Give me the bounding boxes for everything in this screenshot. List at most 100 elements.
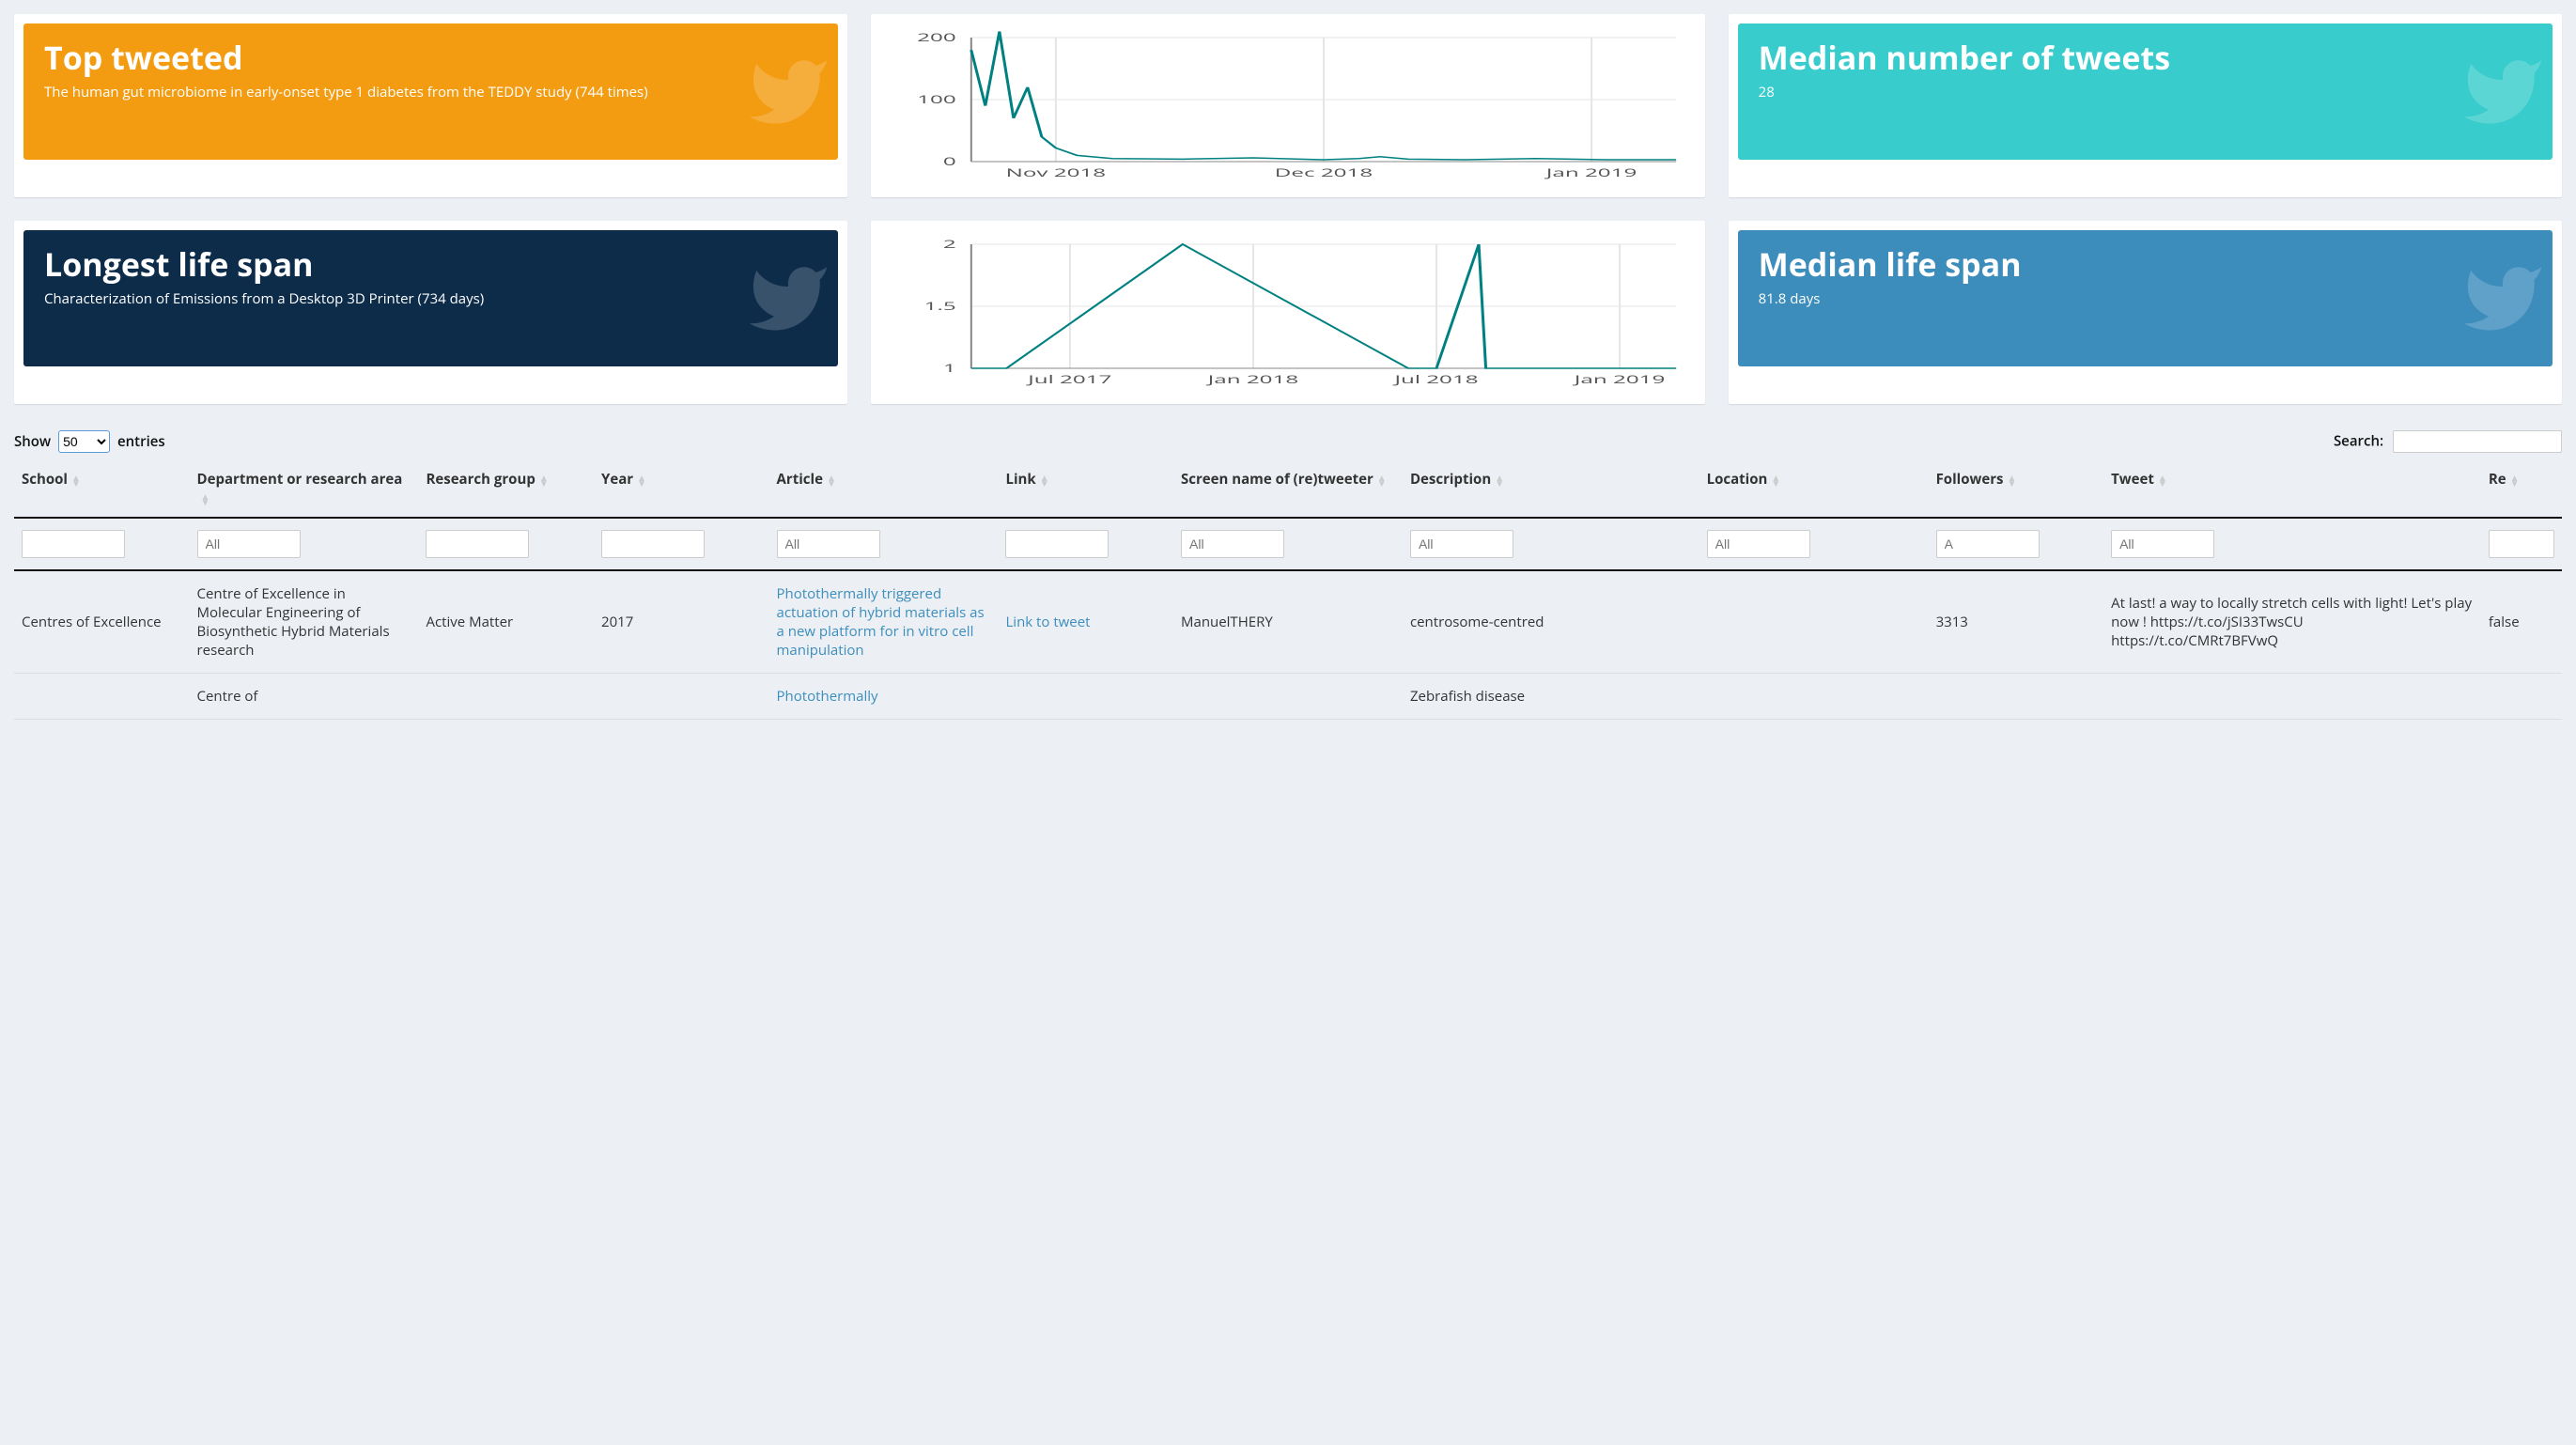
column-header-link[interactable]: Link ▲▼ xyxy=(998,460,1173,518)
twitter-icon xyxy=(2460,256,2545,341)
column-label: Link xyxy=(1005,470,1035,489)
filter-input-desc[interactable] xyxy=(1410,530,1513,558)
column-label: Tweet xyxy=(2111,470,2154,489)
card-longest-lifespan: Longest life span Characterization of Em… xyxy=(14,221,847,404)
svg-text:Jan 2018: Jan 2018 xyxy=(1206,371,1299,386)
chart-lifespan-timeline: 11.52Jul 2017Jan 2018Jul 2018Jan 2019 xyxy=(880,235,1695,395)
svg-text:Nov 2018: Nov 2018 xyxy=(1006,164,1106,179)
svg-text:200: 200 xyxy=(917,29,956,44)
info-box-top-tweeted: Top tweeted The human gut microbiome in … xyxy=(23,23,838,160)
chart-tweets-timeline: 0100200Nov 2018Dec 2018Jan 2019 xyxy=(880,28,1695,188)
filter-input-tweet[interactable] xyxy=(2111,530,2214,558)
column-label: Year xyxy=(601,470,633,489)
svg-text:100: 100 xyxy=(917,91,956,106)
sort-icon: ▲▼ xyxy=(1377,474,1387,486)
search-label: Search: xyxy=(2334,432,2383,451)
cell-screen xyxy=(1173,674,1403,720)
info-box-median-tweets: Median number of tweets 28 xyxy=(1738,23,2553,160)
filter-input-followers[interactable] xyxy=(1936,530,2040,558)
median-lifespan-value: 81.8 days xyxy=(1759,289,2532,309)
column-header-screen[interactable]: Screen name of (re)tweeter ▲▼ xyxy=(1173,460,1403,518)
search-input[interactable] xyxy=(2393,430,2562,453)
cell-year xyxy=(594,674,769,720)
table-row: Centres of ExcellenceCentre of Excellenc… xyxy=(14,570,2562,674)
table-filter-row xyxy=(14,518,2562,570)
filter-input-year[interactable] xyxy=(601,530,705,558)
sort-icon: ▲▼ xyxy=(1040,474,1049,486)
column-header-article[interactable]: Article ▲▼ xyxy=(769,460,999,518)
sort-icon: ▲▼ xyxy=(539,474,549,486)
column-label: School xyxy=(22,470,68,489)
sort-icon: ▲▼ xyxy=(2008,474,2017,486)
column-label: Research group xyxy=(426,470,535,489)
svg-text:1: 1 xyxy=(943,360,956,375)
filter-input-group[interactable] xyxy=(426,530,529,558)
info-box-longest-lifespan: Longest life span Characterization of Em… xyxy=(23,230,838,366)
show-label-after: entries xyxy=(117,432,165,451)
cell-followers xyxy=(1929,674,2104,720)
median-tweets-value: 28 xyxy=(1759,83,2532,102)
card-chart-lifespan: 11.52Jul 2017Jan 2018Jul 2018Jan 2019 xyxy=(871,221,1704,404)
column-label: Screen name of (re)tweeter xyxy=(1181,470,1373,489)
entries-select[interactable]: 50 xyxy=(58,430,110,453)
top-tweeted-title: Top tweeted xyxy=(44,40,817,75)
column-label: Re xyxy=(2489,470,2506,489)
card-median-tweets: Median number of tweets 28 xyxy=(1729,14,2562,197)
filter-input-re[interactable] xyxy=(2489,530,2554,558)
info-box-median-lifespan: Median life span 81.8 days xyxy=(1738,230,2553,366)
column-label: Department or research area xyxy=(197,470,403,489)
link-link[interactable]: Link to tweet xyxy=(1005,613,1090,631)
sort-icon: ▲▼ xyxy=(827,474,836,486)
column-header-year[interactable]: Year ▲▼ xyxy=(594,460,769,518)
cell-re: false xyxy=(2481,570,2562,674)
cards-grid: Top tweeted The human gut microbiome in … xyxy=(14,14,2562,404)
article-link[interactable]: Photothermally xyxy=(777,687,878,706)
cell-article: Photothermally xyxy=(769,674,999,720)
longest-lifespan-title: Longest life span xyxy=(44,247,817,282)
column-header-school[interactable]: School▲▼ xyxy=(14,460,190,518)
svg-text:1.5: 1.5 xyxy=(924,298,956,313)
cell-re xyxy=(2481,674,2562,720)
column-label: Followers xyxy=(1936,470,2004,489)
cell-loc xyxy=(1699,570,1929,674)
filter-input-loc[interactable] xyxy=(1707,530,1810,558)
sort-icon: ▲▼ xyxy=(2510,474,2520,486)
twitter-icon xyxy=(2460,50,2545,134)
entries-label: Show 50 entries xyxy=(14,430,165,453)
cell-group: Active Matter xyxy=(418,570,594,674)
cell-dept: Centre of xyxy=(190,674,419,720)
column-label: Article xyxy=(777,470,823,489)
filter-input-link[interactable] xyxy=(1005,530,1109,558)
median-tweets-title: Median number of tweets xyxy=(1759,40,2532,75)
cell-year: 2017 xyxy=(594,570,769,674)
cell-dept: Centre of Excellence in Molecular Engine… xyxy=(190,570,419,674)
filter-input-article[interactable] xyxy=(777,530,880,558)
cell-school xyxy=(14,674,190,720)
longest-lifespan-subtitle: Characterization of Emissions from a Des… xyxy=(44,289,817,309)
filter-input-school[interactable] xyxy=(22,530,125,558)
sort-icon: ▲▼ xyxy=(1771,474,1780,486)
show-label-before: Show xyxy=(14,432,51,451)
column-header-dept[interactable]: Department or research area ▲▼ xyxy=(190,460,419,518)
column-header-re[interactable]: Re ▲▼ xyxy=(2481,460,2562,518)
column-header-loc[interactable]: Location▲▼ xyxy=(1699,460,1929,518)
table-header-row: School▲▼Department or research area▲▼Res… xyxy=(14,460,2562,518)
svg-text:0: 0 xyxy=(943,153,956,168)
article-link[interactable]: Photothermally triggered actuation of hy… xyxy=(777,584,985,660)
sort-icon: ▲▼ xyxy=(637,474,646,486)
sort-icon: ▲▼ xyxy=(2158,474,2167,486)
sort-icon: ▲▼ xyxy=(201,493,210,505)
dashboard-container: Top tweeted The human gut microbiome in … xyxy=(0,0,2576,734)
filter-input-dept[interactable] xyxy=(197,530,301,558)
filter-input-screen[interactable] xyxy=(1181,530,1284,558)
svg-text:Jul 2017: Jul 2017 xyxy=(1026,371,1112,386)
column-header-desc[interactable]: Description▲▼ xyxy=(1403,460,1699,518)
column-header-followers[interactable]: Followers ▲▼ xyxy=(1929,460,2104,518)
svg-text:Dec 2018: Dec 2018 xyxy=(1275,164,1373,179)
search-label-wrap: Search: xyxy=(2334,430,2562,453)
cell-followers: 3313 xyxy=(1929,570,2104,674)
twitter-icon xyxy=(746,256,830,341)
column-header-group[interactable]: Research group ▲▼ xyxy=(418,460,594,518)
card-chart-tweets: 0100200Nov 2018Dec 2018Jan 2019 xyxy=(871,14,1704,197)
column-header-tweet[interactable]: Tweet ▲▼ xyxy=(2103,460,2481,518)
